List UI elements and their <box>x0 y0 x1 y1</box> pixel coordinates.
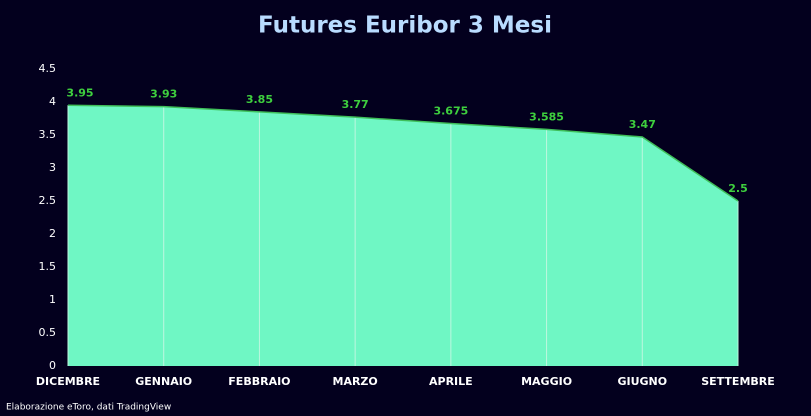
area-line <box>67 104 739 202</box>
y-tick-label: 1 <box>49 293 56 306</box>
x-tick-label: MARZO <box>333 375 378 388</box>
y-tick-label: 0.5 <box>39 326 57 339</box>
source-note: Elaborazione eToro, dati TradingView <box>6 403 171 413</box>
x-tick-label: MAGGIO <box>521 375 572 388</box>
value-label: 3.77 <box>342 98 369 111</box>
x-tick-label: SETTEMBRE <box>701 375 775 388</box>
y-tick-label: 1.5 <box>39 260 57 273</box>
x-tick-label: DICEMBRE <box>36 375 100 388</box>
y-tick-label: 0 <box>49 359 56 372</box>
y-tick-label: 2 <box>49 227 56 240</box>
x-tick-label: APRILE <box>429 375 473 388</box>
y-tick-label: 3 <box>49 161 56 174</box>
x-tick-label: FEBBRAIO <box>228 375 290 388</box>
value-label: 3.47 <box>629 118 656 131</box>
area <box>68 105 738 367</box>
y-tick-label: 2.5 <box>39 194 57 207</box>
y-tick-label: 4.5 <box>39 62 57 75</box>
chart-title: Futures Euribor 3 Mesi <box>258 13 552 39</box>
value-label: 3.95 <box>66 86 93 99</box>
x-tick-label: GIUGNO <box>617 375 667 388</box>
value-label: 2.5 <box>728 182 748 195</box>
value-label: 3.675 <box>433 104 468 117</box>
value-label: 3.93 <box>150 88 177 101</box>
value-label: 3.585 <box>529 110 564 123</box>
value-label: 3.85 <box>246 93 273 106</box>
x-tick-label: GENNAIO <box>135 375 192 388</box>
y-tick-label: 4 <box>49 95 56 108</box>
y-tick-label: 3.5 <box>39 128 57 141</box>
